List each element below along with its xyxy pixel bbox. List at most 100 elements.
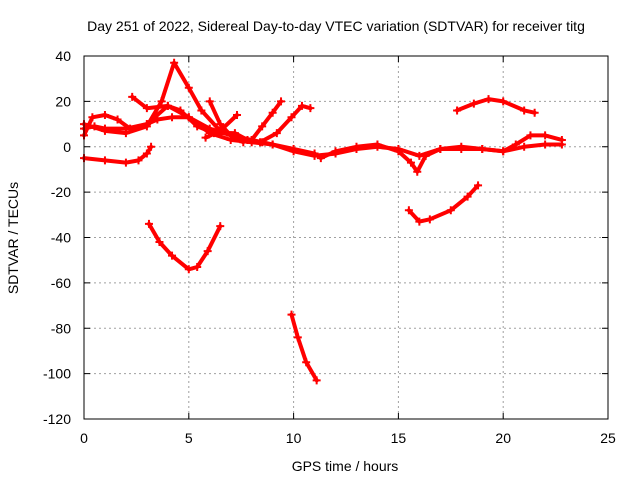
data-point — [268, 108, 277, 117]
data-point — [88, 113, 97, 122]
data-point — [526, 131, 535, 140]
x-tick-label: 20 — [495, 430, 511, 446]
data-point — [293, 333, 302, 342]
data-point — [463, 192, 472, 201]
data-point — [352, 142, 361, 151]
series-line-arc-9 — [258, 103, 313, 145]
data-point — [176, 106, 185, 115]
data-point — [268, 140, 277, 149]
data-point — [100, 156, 109, 165]
data-point — [289, 145, 298, 154]
data-point — [287, 113, 296, 122]
data-point — [478, 145, 487, 154]
series-arc-10 — [316, 131, 566, 176]
data-point — [100, 126, 109, 135]
data-point — [406, 158, 415, 167]
series-line-arc-13 — [406, 183, 480, 224]
y-tick-label: 40 — [55, 48, 71, 64]
data-point — [277, 97, 286, 106]
data-point — [404, 206, 413, 215]
data-point — [184, 83, 193, 92]
data-point — [157, 97, 166, 106]
series-arc-9 — [256, 101, 315, 147]
data-point — [557, 135, 566, 144]
y-tick-label: -100 — [43, 366, 71, 382]
series-arc-6 — [205, 97, 248, 147]
data-point — [436, 145, 445, 154]
data-point — [287, 310, 296, 319]
data-point — [520, 106, 529, 115]
series-line-arc-12 — [289, 312, 319, 383]
data-point — [197, 106, 206, 115]
y-tick-label: -60 — [51, 275, 71, 291]
data-point — [121, 129, 130, 138]
x-tick-label: 15 — [391, 430, 407, 446]
data-point — [520, 142, 529, 151]
data-point — [297, 101, 306, 110]
data-point — [193, 262, 202, 271]
y-tick-labels: 40 20 0 -20 -40 -60 -80 -100 -120 — [43, 48, 71, 427]
x-tick-label: 10 — [286, 430, 302, 446]
data-point — [530, 108, 539, 117]
data-point — [155, 238, 164, 247]
series-line-arc-11 — [147, 221, 223, 272]
data-point — [203, 247, 212, 256]
data-point — [142, 149, 151, 158]
y-axis-label: SDTVAR / TECUs — [5, 182, 21, 294]
y-tick-label: -120 — [43, 411, 71, 427]
data-point — [168, 251, 177, 260]
data-point — [216, 222, 225, 231]
series-arc-13 — [404, 181, 483, 226]
data-point — [312, 376, 321, 385]
grid-lines — [84, 56, 608, 419]
y-tick-label: 20 — [55, 93, 71, 109]
series-arc-7 — [201, 110, 242, 142]
data-point — [216, 126, 225, 135]
data-point — [413, 167, 422, 176]
data-point — [134, 156, 143, 165]
data-point — [499, 97, 508, 106]
data-point — [142, 122, 151, 131]
data-point — [233, 110, 242, 119]
data-point — [474, 181, 483, 190]
x-tick-label: 0 — [80, 430, 88, 446]
data-point — [331, 147, 340, 156]
data-point — [168, 113, 177, 122]
series-arc-5 — [128, 92, 267, 147]
x-tick-label: 25 — [600, 430, 616, 446]
data-point — [216, 120, 225, 129]
data-point — [415, 217, 424, 226]
chart-title: Day 251 of 2022, Sidereal Day-to-day VTE… — [87, 18, 585, 34]
data-point — [511, 140, 520, 149]
series-line-arc-8 — [249, 99, 283, 142]
data-point — [306, 104, 315, 113]
data-point — [373, 140, 382, 149]
data-point — [121, 158, 130, 167]
data-point — [247, 135, 256, 144]
data-point — [541, 140, 550, 149]
data-point — [258, 122, 267, 131]
y-tick-label: -20 — [51, 184, 71, 200]
x-axis-label: GPS time / hours — [292, 458, 399, 474]
data-series — [80, 58, 566, 385]
x-tick-labels: 0 5 10 15 20 25 — [80, 430, 616, 446]
series-arc-12 — [287, 310, 321, 385]
data-point — [256, 138, 265, 147]
data-point — [425, 215, 434, 224]
y-tick-label: 0 — [63, 139, 71, 155]
data-point — [302, 358, 311, 367]
data-point — [499, 147, 508, 156]
data-point — [147, 142, 156, 151]
series-arc-14 — [453, 95, 539, 117]
data-point — [457, 142, 466, 151]
data-point — [163, 101, 172, 110]
data-point — [113, 115, 122, 124]
series-line-arc-6 — [207, 99, 246, 145]
data-point — [100, 110, 109, 119]
data-point — [142, 104, 151, 113]
data-point — [201, 133, 210, 142]
data-point — [128, 92, 137, 101]
x-tick-label: 5 — [185, 430, 193, 446]
data-point — [170, 58, 179, 67]
